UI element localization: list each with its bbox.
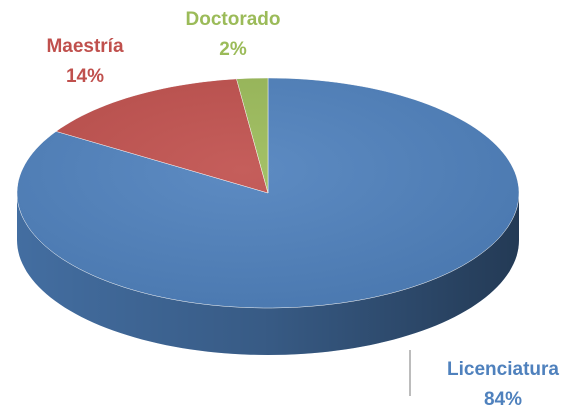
slice-value-label: 14% [66,66,104,87]
top-shade [17,78,519,308]
slice-value-label: 2% [219,39,247,60]
slice-label: Licenciatura [447,359,559,380]
slice-value-label: 84% [484,389,522,410]
slice-label: Maestría [46,36,124,57]
slice-side-shade [17,193,519,355]
slice-label: Doctorado [186,9,281,30]
